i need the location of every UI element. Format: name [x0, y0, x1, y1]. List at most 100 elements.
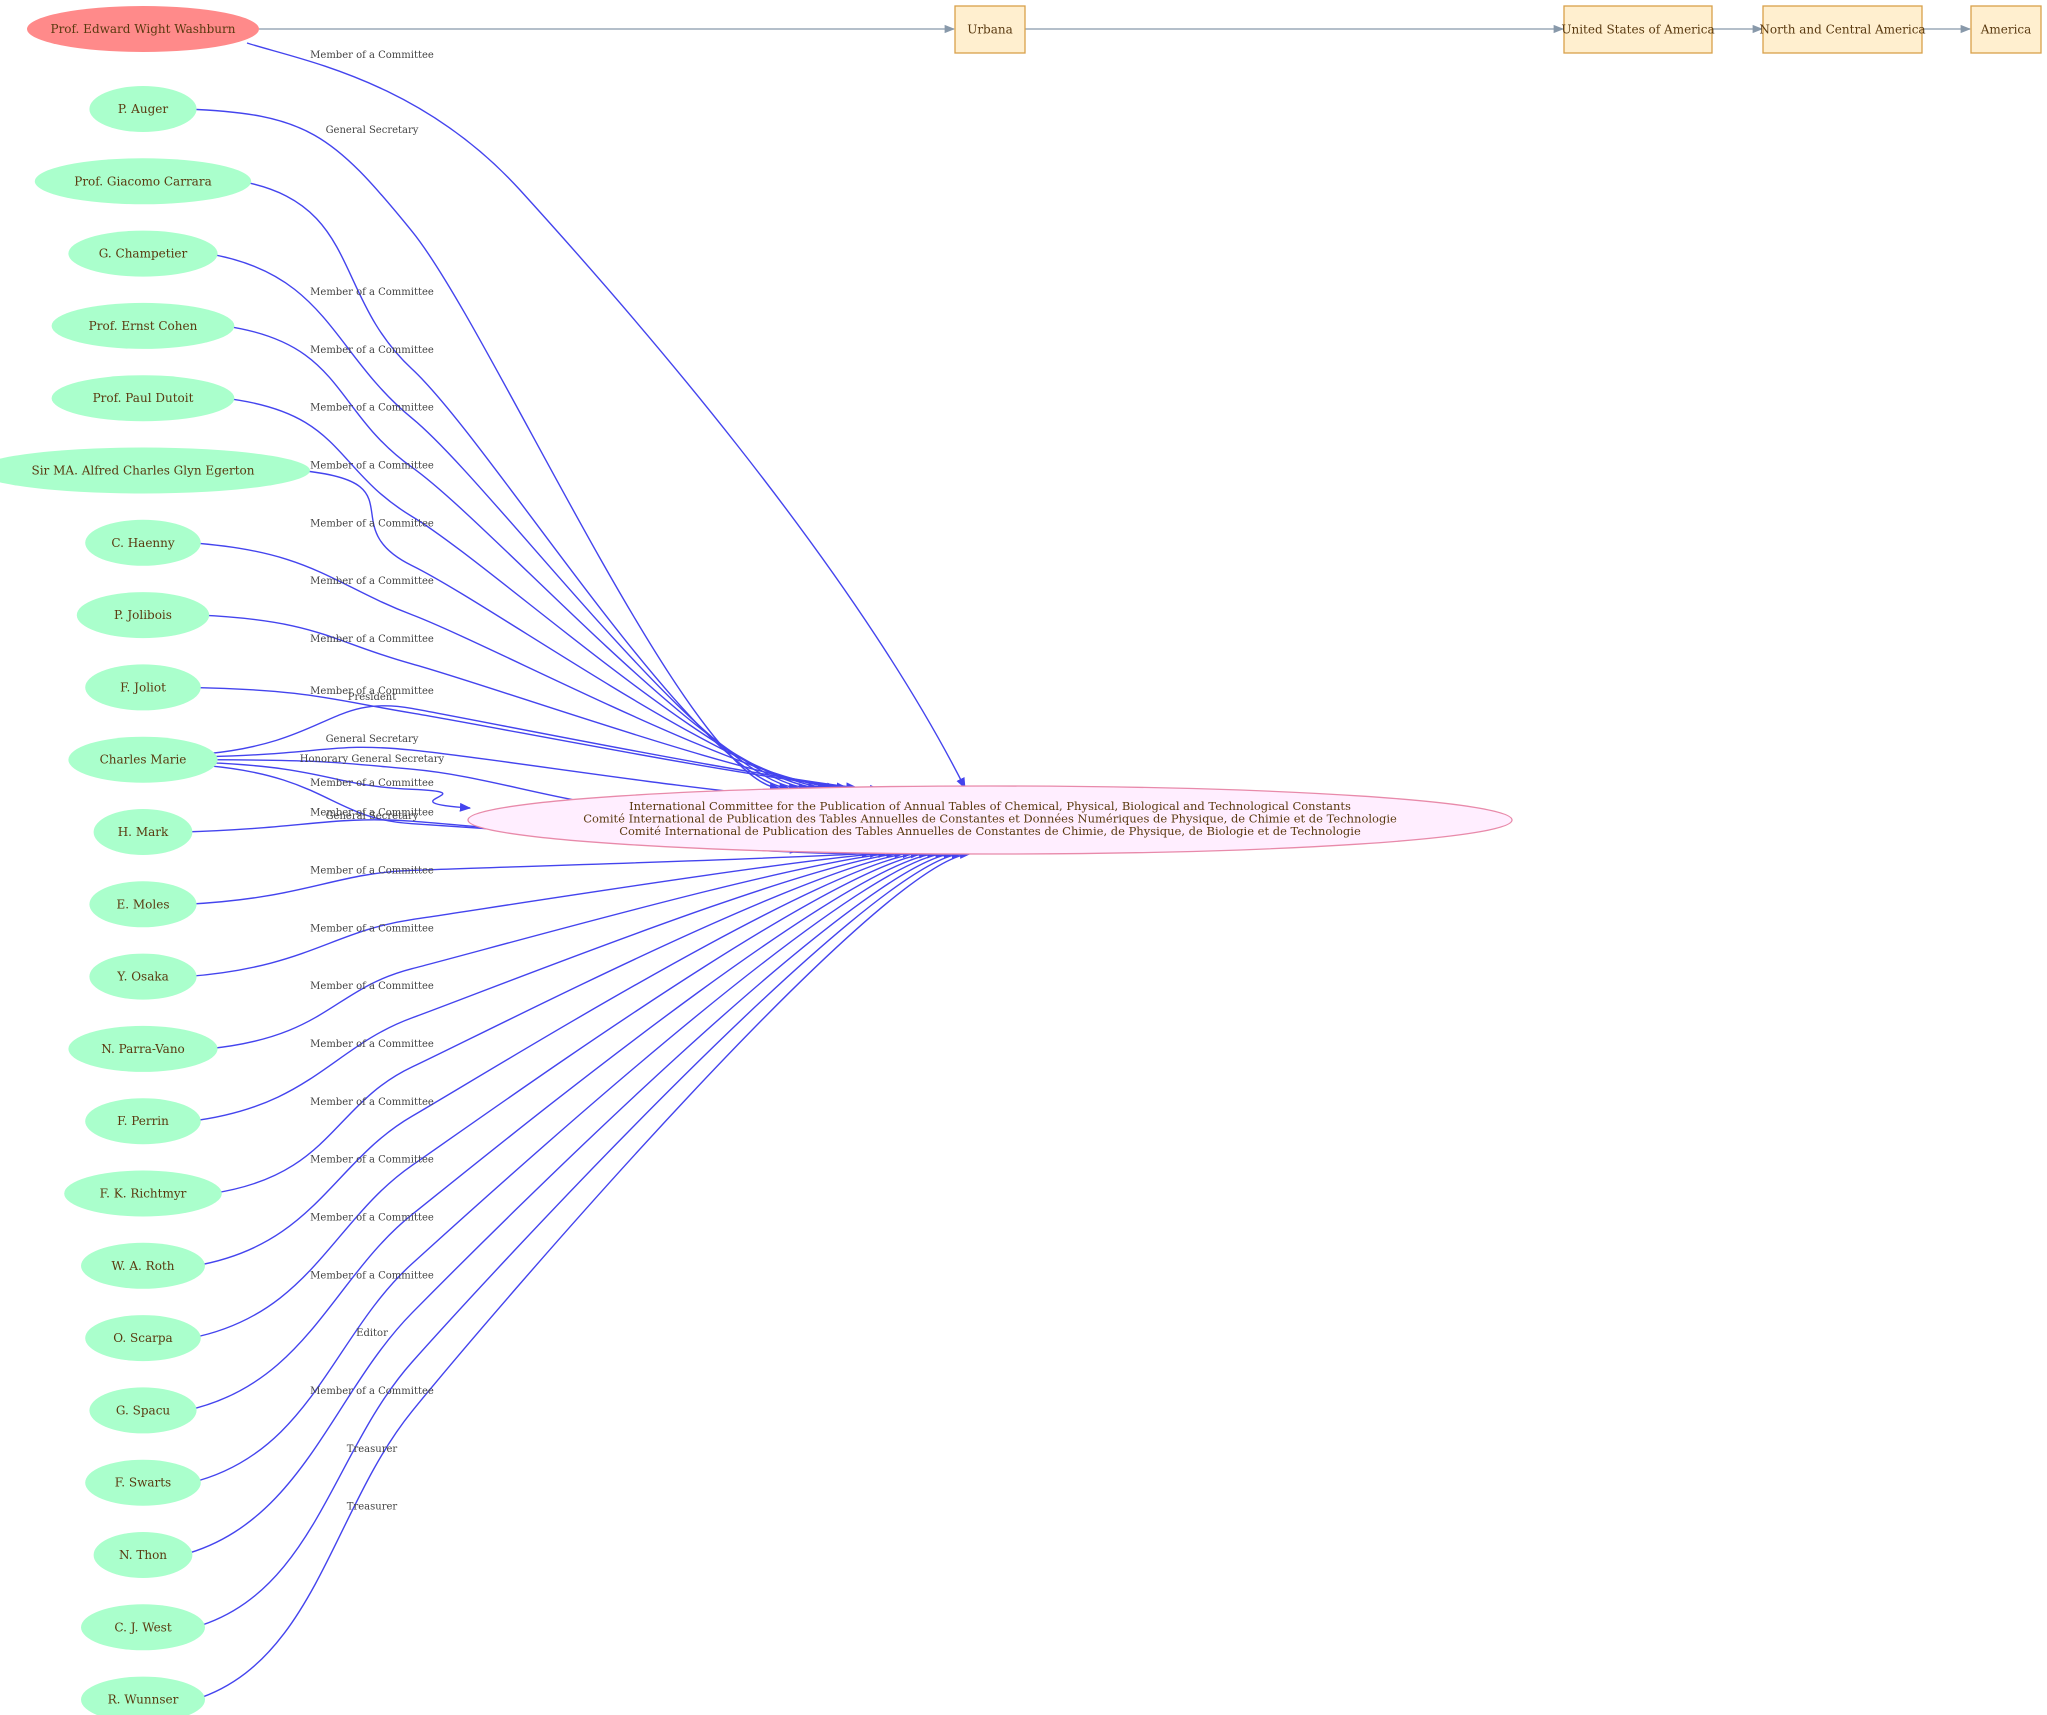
edge-p-jolibois-to-org [199, 614, 848, 792]
person-ellipse [85, 1459, 201, 1506]
person-label: F. Swarts [115, 1476, 171, 1490]
person-node-f-k-richtmyr[interactable]: F. K. Richtmyr [64, 1170, 222, 1217]
person-node-prof-giacomo-carrara[interactable]: Prof. Giacomo Carrara [34, 158, 252, 205]
edge-label: Treasurer [347, 1502, 398, 1513]
person-label: F. Joliot [120, 680, 166, 694]
person-label: Prof. Giacomo Carrara [74, 174, 211, 188]
person-node-p-jolibois[interactable]: P. Jolibois [76, 592, 210, 639]
edge-g-spacu-to-org [186, 849, 939, 1412]
person-node-n-thon[interactable]: N. Thon [93, 1532, 193, 1578]
person-node-w-a-roth[interactable]: W. A. Roth [81, 1242, 205, 1289]
person-node-g-champetier[interactable]: G. Champetier [68, 230, 218, 277]
organization-name-line: International Committee for the Publicat… [629, 799, 1351, 813]
place-node-urbana[interactable]: Urbana [954, 5, 1026, 54]
place-box [1563, 5, 1713, 54]
place-node-north-and-central-america[interactable]: North and Central America [1759, 5, 1926, 54]
person-node-prof-ernst-cohen[interactable]: Prof. Ernst Cohen [51, 302, 235, 349]
person-label: O. Scarpa [113, 1331, 172, 1345]
edge-n-parra-vano-to-org [207, 849, 898, 1050]
person-ellipse [89, 1387, 197, 1434]
edge-label: Member of a Committee [310, 778, 434, 789]
person-label: H. Mark [118, 825, 169, 839]
edge-label: Editor [356, 1328, 388, 1339]
nodes-layer: Urbana United States of America North and … [0, 5, 2042, 1715]
person-label: P. Auger [118, 102, 168, 116]
edge-label: Member of a Committee [310, 634, 434, 645]
person-node-o-scarpa[interactable]: O. Scarpa [85, 1315, 201, 1362]
person-label: E. Moles [117, 897, 170, 911]
person-node-r-wunnser[interactable]: R. Wunnser [81, 1676, 205, 1715]
person-label: G. Spacu [116, 1403, 171, 1417]
edge-label: Member of a Committee [310, 403, 434, 414]
person-node-y-osaka[interactable]: Y. Osaka [89, 953, 197, 1000]
organization-node[interactable]: International Committee for the Publicat… [467, 785, 1513, 855]
person-label: Sir MA. Alfred Charles Glyn Egerton [32, 464, 255, 478]
edge-label: Member of a Committee [310, 865, 434, 876]
person-ellipse [81, 1676, 205, 1715]
person-label: C. J. West [114, 1620, 172, 1634]
edge-label: Member of a Committee [310, 808, 434, 819]
person-ellipse [85, 1315, 201, 1362]
place-node-america[interactable]: America [1970, 5, 2042, 54]
person-ellipse [68, 230, 218, 277]
edge-e-moles-to-org [186, 848, 882, 905]
person-node-e-moles[interactable]: E. Moles [89, 881, 197, 928]
person-node-n-parra-vano[interactable]: N. Parra-Vano [68, 1025, 218, 1072]
person-node-c-haenny[interactable]: C. Haenny [85, 519, 201, 566]
edge-f-joliot-to-org [190, 686, 858, 792]
edge-label: Member of a Committee [310, 686, 434, 697]
person-ellipse [85, 519, 201, 566]
edge-label: Honorary General Secretary [300, 754, 445, 765]
edge-label: General Secretary [326, 125, 419, 136]
edge-main-person-to-org [246, 42, 966, 789]
person-node-g-spacu[interactable]: G. Spacu [89, 1387, 197, 1434]
edge-y-osaka-to-org [186, 849, 890, 978]
place-node-united-states-of-america[interactable]: United States of America [1561, 5, 1715, 54]
person-ellipse [34, 158, 252, 205]
person-ellipse [85, 664, 201, 711]
edge-c-j-west-to-org [194, 849, 963, 1628]
main-person-label: Prof. Edward Wight Washburn [51, 22, 236, 36]
person-label: C. Haenny [111, 536, 175, 550]
person-ellipse [51, 375, 235, 422]
edge-label: Member of a Committee [310, 1212, 434, 1223]
edge-label: Member of a Committee [310, 923, 434, 934]
person-label: Y. Osaka [116, 970, 169, 984]
person-label: F. Perrin [117, 1114, 169, 1128]
person-ellipse [51, 302, 235, 349]
person-node-c-j-west[interactable]: C. J. West [81, 1604, 205, 1651]
edge-label: Member of a Committee [310, 518, 434, 529]
edge-label: Member of a Committee [310, 981, 434, 992]
person-node-prof-paul-dutoit[interactable]: Prof. Paul Dutoit [51, 375, 235, 422]
person-ellipse [64, 1170, 222, 1217]
person-node-h-mark[interactable]: H. Mark [93, 809, 193, 855]
person-node-charles-marie[interactable]: Charles Marie [68, 736, 218, 783]
person-node-sir-ma-alfred-charles-glyn-egerton[interactable]: Sir MA. Alfred Charles Glyn Egerton [0, 447, 310, 494]
person-label: N. Thon [119, 1548, 167, 1562]
edge-c-haenny-to-org [190, 542, 839, 792]
person-ellipse [76, 592, 210, 639]
person-node-f-joliot[interactable]: F. Joliot [85, 664, 201, 711]
edge-prof-paul-dutoit-to-org [224, 397, 820, 792]
person-node-f-swarts[interactable]: F. Swarts [85, 1459, 201, 1506]
organization-ellipse [467, 785, 1513, 855]
person-node-p-auger[interactable]: P. Auger [89, 86, 197, 132]
person-ellipse [81, 1242, 205, 1289]
person-ellipse [89, 86, 197, 132]
edge-label: General Secretary [326, 734, 419, 745]
person-ellipse [93, 809, 193, 855]
edge-charles-marie-to-org [207, 705, 882, 794]
main-person-node[interactable]: Prof. Edward Wight Washburn [27, 6, 259, 52]
person-ellipse [68, 1025, 218, 1072]
place-label: Urbana [967, 23, 1013, 37]
edge-w-a-roth-to-org [194, 849, 923, 1267]
person-label: Charles Marie [100, 753, 187, 767]
edge-label: Member of a Committee [310, 576, 434, 587]
edge-label: Member of a Committee [310, 1155, 434, 1166]
edge-label: Member of a Committee [310, 50, 434, 61]
edge-prof-ernst-cohen-to-org [224, 325, 810, 792]
person-ellipse [89, 881, 197, 928]
person-label: F. K. Richtmyr [100, 1187, 187, 1201]
organization-name-line: Comité International de Publication des … [583, 812, 1397, 826]
person-node-f-perrin[interactable]: F. Perrin [85, 1098, 201, 1145]
